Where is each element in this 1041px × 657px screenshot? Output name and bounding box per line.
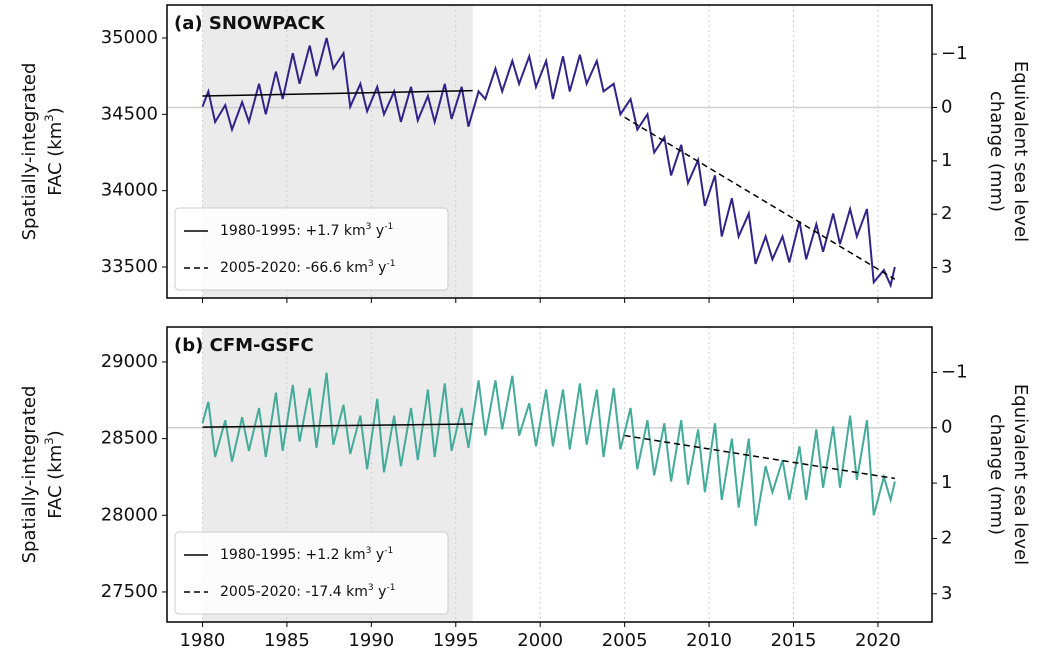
y-axis-label: Spatially-integrated <box>19 386 40 564</box>
superscript: -1 <box>384 546 393 556</box>
y-tick-label: 27500 <box>101 581 158 602</box>
y-tick-label: 28500 <box>101 428 158 449</box>
y-tick-label: 35000 <box>101 27 158 48</box>
y-tick-label: 34000 <box>101 180 158 201</box>
y2-tick-label: −1 <box>941 361 968 382</box>
x-tick-label: 2020 <box>855 630 901 651</box>
label-part: 2005-2020: -17.4 km <box>220 584 368 600</box>
y2-tick-label: −1 <box>941 43 968 64</box>
plot-frame <box>166 4 933 299</box>
y-tick-label: 29000 <box>101 351 158 372</box>
trend-line <box>202 89 473 97</box>
label-part: ) <box>45 430 66 437</box>
y2-axis-label: Equivalent sea level <box>1010 384 1031 565</box>
y2-tick-label: 1 <box>941 150 952 171</box>
data-line <box>201 372 896 527</box>
trend-line <box>624 434 895 480</box>
y2-tick-label: 1 <box>941 472 952 493</box>
label-part: y <box>371 223 384 239</box>
legend-label: 2005-2020: -17.4 km3 y-1 <box>220 583 396 601</box>
plot-frame <box>166 326 933 623</box>
x-tick-label: 2010 <box>686 630 732 651</box>
y2-tick-label: 0 <box>941 417 952 438</box>
y2-axis-label: change (mm) <box>986 414 1007 535</box>
y2-tick-label: 3 <box>941 257 952 278</box>
y2-axis-label: Equivalent sea level <box>1010 61 1031 242</box>
y-axis-label: FAC (km3) <box>42 107 67 195</box>
legend-label: 2005-2020: -66.6 km3 y-1 <box>220 259 396 277</box>
superscript: 3 <box>42 114 56 121</box>
y2-tick-label: 2 <box>941 203 952 224</box>
panel-title: (a) SNOWPACK <box>174 13 326 34</box>
trend-line <box>624 116 896 280</box>
legend-box <box>174 207 449 291</box>
label-part: FAC (km <box>45 122 66 196</box>
y2-tick-label: 0 <box>941 96 952 117</box>
label-part: 2005-2020: -66.6 km <box>220 260 368 276</box>
label-part: 1980-1995: +1.2 km <box>220 547 366 563</box>
superscript: 3 <box>366 546 372 556</box>
y-axis-label: FAC (km3) <box>42 430 67 518</box>
panel-title: (b) CFM-GSFC <box>174 335 314 356</box>
y-axis-label: Spatially-integrated <box>19 63 40 241</box>
superscript: 3 <box>368 259 374 269</box>
label-part: FAC (km <box>45 445 66 519</box>
legend-label: 1980-1995: +1.7 km3 y-1 <box>220 222 393 240</box>
superscript: 3 <box>368 583 374 593</box>
superscript: 3 <box>366 222 372 232</box>
legend-box <box>174 531 449 615</box>
x-tick-label: 1990 <box>348 630 394 651</box>
trend-line <box>202 423 473 428</box>
y2-tick-label: 3 <box>941 583 952 604</box>
label-part: ) <box>45 107 66 114</box>
panel: 1980 1985 1990 1995 2000 2005 2010 2015 2020 2750… <box>19 326 1031 651</box>
x-tick-label: 1985 <box>264 630 310 651</box>
y2-axis-label: change (mm) <box>986 91 1007 212</box>
data-line <box>201 37 896 289</box>
label-part: y <box>374 584 387 600</box>
superscript: -1 <box>384 222 393 232</box>
label-part: y <box>374 260 387 276</box>
y-tick-label: 28000 <box>101 504 158 525</box>
superscript: -1 <box>386 583 395 593</box>
superscript: 3 <box>42 437 56 444</box>
y-tick-label: 34500 <box>101 103 158 124</box>
legend-label: 1980-1995: +1.2 km3 y-1 <box>220 546 393 564</box>
superscript: -1 <box>386 259 395 269</box>
x-tick-label: 2000 <box>517 630 563 651</box>
y2-tick-label: 2 <box>941 527 952 548</box>
panel: 33500 34000 34500 35000 −1 0 1 2 3 (a) SNOWPACK 19… <box>19 4 1031 303</box>
label-part: y <box>371 547 384 563</box>
x-tick-label: 1980 <box>180 630 226 651</box>
x-tick-label: 2015 <box>771 630 817 651</box>
x-tick-label: 2005 <box>602 630 648 651</box>
x-tick-label: 1995 <box>433 630 479 651</box>
y-tick-label: 33500 <box>101 256 158 277</box>
label-part: 1980-1995: +1.7 km <box>220 223 366 239</box>
